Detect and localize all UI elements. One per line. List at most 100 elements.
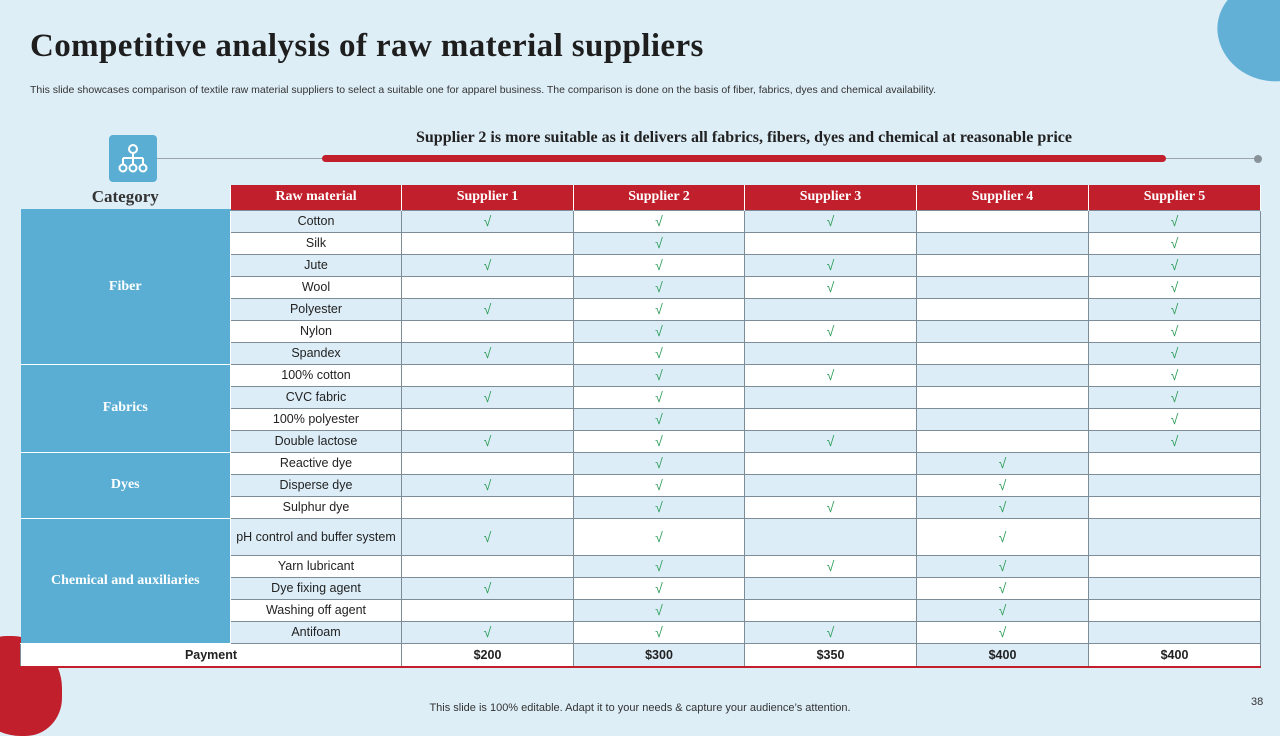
check-icon: √ xyxy=(826,624,835,640)
check-icon: √ xyxy=(483,345,492,361)
supplier-2-cell: √ xyxy=(573,451,745,475)
supplier-2-cell: √ xyxy=(573,341,745,365)
material-cell: Washing off agent xyxy=(230,598,402,622)
check-icon: √ xyxy=(655,558,663,574)
supplier-4-cell xyxy=(916,297,1089,321)
supplier-3-header: Supplier 3 xyxy=(744,185,917,210)
material-cell: Silk xyxy=(230,231,402,255)
check-icon: √ xyxy=(998,455,1007,471)
check-icon: √ xyxy=(826,367,835,383)
check-icon: √ xyxy=(483,477,492,493)
supplier-1-cell xyxy=(401,495,574,519)
check-icon: √ xyxy=(483,528,492,545)
raw-material-header: Raw material xyxy=(230,185,402,210)
supplier-4-cell: √ xyxy=(916,451,1089,475)
supplier-3-cell: √ xyxy=(744,429,917,453)
supplier-3-cell: √ xyxy=(744,495,917,519)
check-icon: √ xyxy=(998,558,1007,574)
supplier-5-cell xyxy=(1088,517,1261,556)
supplier-3-cell: √ xyxy=(744,554,917,578)
category-header: Category xyxy=(20,185,231,211)
supplier-3-cell: √ xyxy=(744,620,917,644)
table-row: Sulphur dye √ √ √ xyxy=(21,495,1261,519)
highlight-underline xyxy=(322,155,1166,162)
supplier-5-cell: √ xyxy=(1088,231,1261,255)
check-icon: √ xyxy=(483,301,492,317)
supplier-1-cell: √ xyxy=(401,341,574,365)
payment-row: Payment $200 $300 $350 $400 $400 xyxy=(20,642,1261,668)
supplier-2-header: Supplier 2 xyxy=(573,185,745,210)
material-cell: Sulphur dye xyxy=(230,495,402,519)
supplier-3-cell xyxy=(744,407,917,431)
supplier-1-cell xyxy=(401,231,574,255)
supplier-4-cell xyxy=(916,363,1089,387)
table-row: Spandex √ √ √ xyxy=(21,341,1261,365)
category-cell: Dyes xyxy=(20,451,231,519)
check-icon: √ xyxy=(998,624,1007,640)
supplier-1-cell: √ xyxy=(401,297,574,321)
supplier-5-cell: √ xyxy=(1088,319,1261,343)
check-icon: √ xyxy=(998,528,1007,545)
supplier-4-cell xyxy=(916,341,1089,365)
page-subtitle: This slide showcases comparison of texti… xyxy=(30,84,936,96)
table-row: 100% polyester √ √ xyxy=(21,407,1261,431)
supplier-4-cell: √ xyxy=(916,620,1089,644)
check-icon: √ xyxy=(826,433,835,449)
check-icon: √ xyxy=(998,477,1007,493)
supplier-3-cell: √ xyxy=(744,275,917,299)
supplier-5-cell: √ xyxy=(1088,297,1261,321)
check-icon: √ xyxy=(655,323,663,339)
supplier-2-cell: √ xyxy=(573,363,745,387)
material-cell: Nylon xyxy=(230,319,402,343)
supplier-4-cell xyxy=(916,407,1089,431)
material-cell: Dye fixing agent xyxy=(230,576,402,600)
table-row: Disperse dye √ √ √ xyxy=(21,473,1261,497)
material-cell: Double lactose xyxy=(230,429,402,453)
supplier-4-cell xyxy=(916,319,1089,343)
category-cell: Chemical and auxiliaries xyxy=(20,517,231,644)
check-icon: √ xyxy=(655,235,663,251)
supplier-1-cell xyxy=(401,363,574,387)
supplier-2-cell: √ xyxy=(573,620,745,644)
table-row: Chemical and auxiliaries pH control and b… xyxy=(20,517,1261,644)
supplier-4-cell: √ xyxy=(916,598,1089,622)
check-icon: √ xyxy=(655,528,663,545)
check-icon: √ xyxy=(826,257,835,273)
check-icon: √ xyxy=(1170,367,1179,383)
supplier-3-cell: √ xyxy=(744,253,917,277)
supplier-1-header: Supplier 1 xyxy=(401,185,574,210)
check-icon: √ xyxy=(1170,411,1179,427)
supplier-5-cell xyxy=(1088,576,1261,600)
supplier-5-cell xyxy=(1088,451,1261,475)
supplier-1-cell: √ xyxy=(401,385,574,409)
payment-supplier-3: $350 xyxy=(744,642,917,668)
check-icon: √ xyxy=(483,624,492,640)
supplier-4-cell: √ xyxy=(916,495,1089,519)
page-number: 38 xyxy=(1251,696,1264,708)
check-icon: √ xyxy=(655,367,663,383)
material-cell: 100% cotton xyxy=(230,363,402,387)
material-cell: Polyester xyxy=(230,297,402,321)
check-icon: √ xyxy=(655,433,663,449)
material-cell: Reactive dye xyxy=(230,451,402,475)
divider-end-dot xyxy=(1254,155,1262,163)
supplier-1-cell: √ xyxy=(401,517,574,556)
supplier-1-cell xyxy=(401,598,574,622)
check-icon: √ xyxy=(1170,323,1179,339)
footer-note: This slide is 100% editable. Adapt it to… xyxy=(429,702,851,714)
decorative-blob-top-right xyxy=(1209,0,1280,91)
supplier-1-cell: √ xyxy=(401,620,574,644)
supplier-2-cell: √ xyxy=(573,385,745,409)
supplier-3-cell xyxy=(744,598,917,622)
supplier-4-cell xyxy=(916,275,1089,299)
supplier-2-cell: √ xyxy=(573,209,745,233)
check-icon: √ xyxy=(483,257,492,273)
supplier-comparison-table: Category Raw material Supplier 1 Supplie… xyxy=(20,185,1261,668)
check-icon: √ xyxy=(483,213,492,229)
check-icon: √ xyxy=(655,624,663,640)
supplier-5-cell xyxy=(1088,473,1261,497)
check-icon: √ xyxy=(655,345,663,361)
material-cell: Wool xyxy=(230,275,402,299)
check-icon: √ xyxy=(655,499,663,515)
payment-label: Payment xyxy=(20,642,402,668)
